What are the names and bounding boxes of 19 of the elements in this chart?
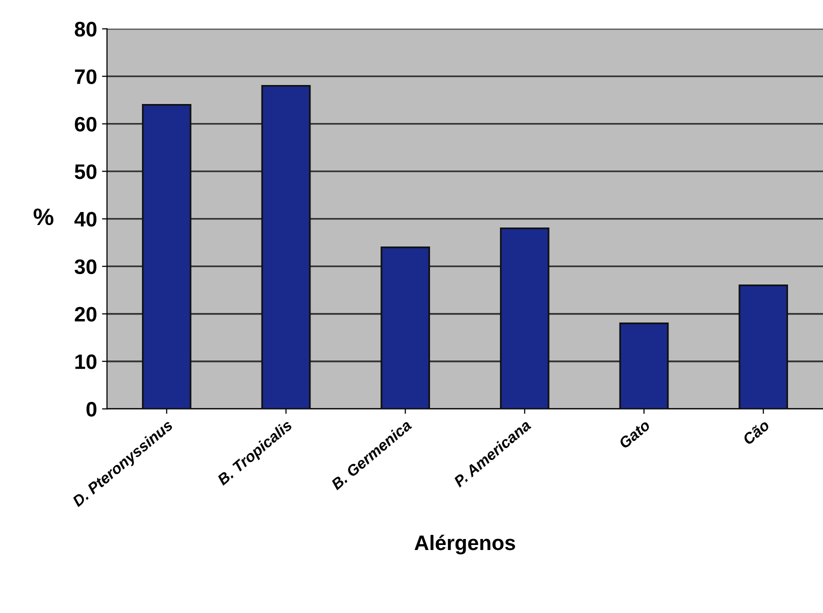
bar [142,104,192,409]
y-tick-label: 20 [74,306,96,322]
x-axis-title: Alérgenos [414,534,516,554]
y-tick-label: 30 [74,259,96,274]
y-tick-label: 50 [74,164,96,180]
bar [261,84,311,409]
y-tick-label: 10 [75,354,96,370]
x-tick-label: Gato [618,419,651,450]
y-tick-label: 40 [74,212,96,227]
bar [738,284,788,409]
y-tick-label: 60 [74,116,96,132]
bar [619,322,669,409]
bar [380,246,430,409]
y-tick-label: 80 [74,22,96,37]
y-tick-label: 70 [74,69,96,84]
bar [500,228,550,409]
x-tick-label: Cão [742,418,770,446]
y-axis-title: % [34,208,54,226]
y-tick-label: 0 [86,402,96,417]
